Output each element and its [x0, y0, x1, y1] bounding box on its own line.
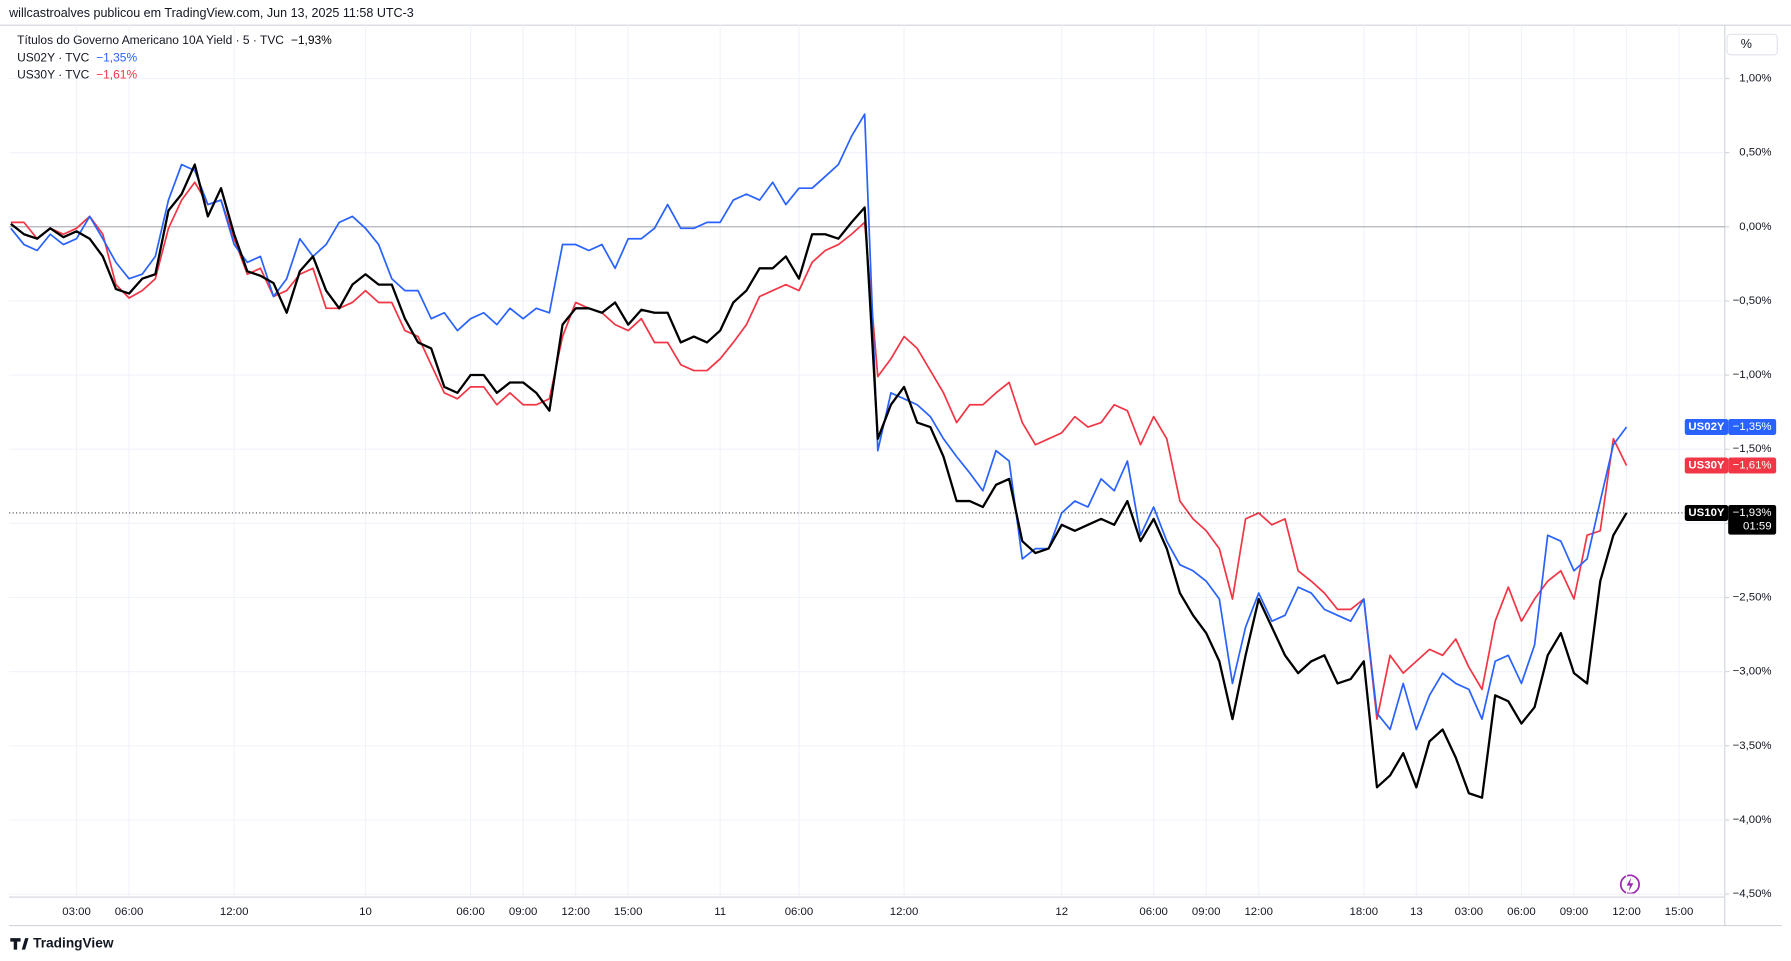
series-line: [10, 181, 1628, 720]
x-tick-label: 06:00: [1139, 906, 1168, 918]
x-tick-label: 12:00: [1244, 906, 1273, 918]
x-tick-label: 13: [1410, 906, 1423, 918]
price-badge-value-bg: [1728, 504, 1777, 535]
grid-layer: [9, 25, 1725, 898]
publisher-note: willcastroalves publicou em TradingView.…: [8, 6, 414, 20]
x-tick-label: 03:00: [62, 906, 91, 918]
price-badge-name: US10Y: [1688, 507, 1725, 519]
x-tick-label: 12:00: [561, 906, 590, 918]
legend-entry: Títulos do Governo Americano 10A Yield ·…: [17, 33, 332, 47]
y-tick-label: −3,50%: [1733, 740, 1772, 752]
unit-button[interactable]: [1726, 33, 1778, 56]
y-tick-label: −4,00%: [1733, 814, 1772, 826]
x-tick-label: 12: [1055, 906, 1068, 918]
x-tick-label: 10: [359, 906, 372, 918]
x-tick-label: 18:00: [1350, 906, 1379, 918]
legend-change: −1,93%: [291, 33, 332, 47]
unit-label[interactable]: %: [1741, 37, 1752, 51]
x-tick-label: 12:00: [1612, 906, 1641, 918]
price-badge-value: −1,93%: [1733, 507, 1772, 519]
y-tick-label: −1,50%: [1733, 443, 1772, 455]
price-badge-value: −1,35%: [1733, 421, 1772, 433]
y-tick-label: −4,50%: [1733, 888, 1772, 900]
x-tick-label: 11: [714, 906, 726, 918]
price-badge-name: US02Y: [1688, 421, 1725, 433]
x-tick-label: 15:00: [614, 906, 643, 918]
x-tick-label: 06:00: [785, 906, 814, 918]
countdown: 01:59: [1743, 521, 1772, 533]
legend-label: US30Y · TVC: [17, 68, 89, 82]
x-tick-label: 15:00: [1665, 906, 1694, 918]
x-tick-label: 06:00: [115, 906, 144, 918]
x-tick-label: 09:00: [509, 906, 538, 918]
y-tick-label: 0,00%: [1739, 221, 1771, 233]
y-tick-label: 0,50%: [1739, 147, 1771, 159]
y-tick-label: −3,00%: [1733, 666, 1772, 678]
series-line: [10, 163, 1628, 799]
price-badge: [1684, 457, 1729, 474]
legend-label: US02Y · TVC: [17, 50, 89, 64]
price-badge-value-bg: [1728, 418, 1777, 435]
price-badge-value: −1,61%: [1733, 460, 1772, 472]
y-tick-label: −1,00%: [1733, 369, 1772, 381]
x-tick-label: 09:00: [1560, 906, 1589, 918]
x-tick-label: 06:00: [1507, 906, 1536, 918]
y-tick-label: −0,50%: [1733, 295, 1772, 307]
x-tick-label: 06:00: [456, 906, 485, 918]
price-badge: [1684, 504, 1729, 521]
price-badge-value-bg: [1728, 457, 1777, 474]
legend-change: −1,35%: [96, 50, 137, 64]
y-tick-label: −2,50%: [1733, 592, 1772, 604]
x-tick-label: 09:00: [1192, 906, 1221, 918]
legend-change: −1,61%: [96, 68, 137, 82]
price-badge-name: US30Y: [1688, 460, 1725, 472]
legend-label: Títulos do Governo Americano 10A Yield ·…: [17, 33, 284, 47]
series-line: [10, 113, 1628, 731]
x-tick-label: 12:00: [220, 906, 249, 918]
brand-logo: [10, 938, 29, 950]
y-tick-label: 1,00%: [1739, 73, 1771, 85]
price-badge: [1684, 418, 1729, 435]
brand-name: TradingView: [33, 935, 114, 950]
x-tick-label: 12:00: [890, 906, 919, 918]
legend-entry: US02Y · TVC −1,35%: [17, 50, 137, 64]
event-icon-bolt: [1626, 877, 1634, 892]
legend-entry: US30Y · TVC −1,61%: [17, 68, 137, 82]
x-tick-label: 03:00: [1455, 906, 1484, 918]
